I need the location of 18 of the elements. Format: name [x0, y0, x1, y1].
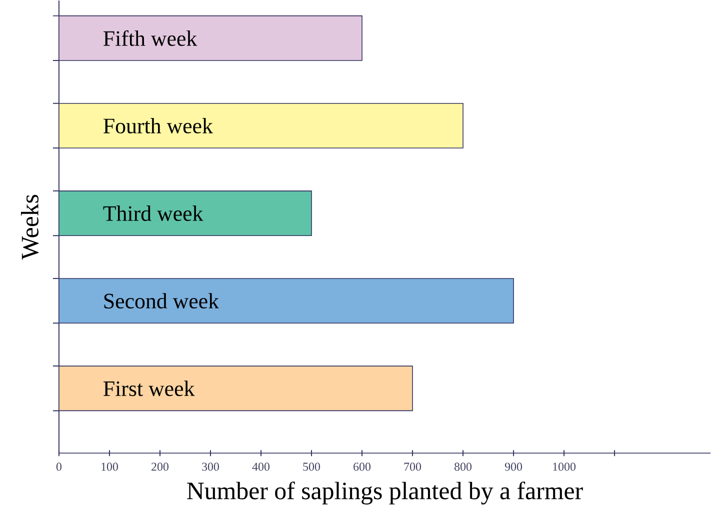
x-tick-label: 800 — [454, 462, 472, 471]
x-tick-label: 200 — [152, 462, 168, 471]
y-tick-label: Second week — [104, 293, 220, 308]
x-tick-label: 700 — [404, 462, 422, 471]
y-tick-label: Fourth week — [104, 118, 213, 134]
x-tick-label: 1000 — [553, 462, 576, 471]
x-tick-label: 900 — [504, 462, 522, 471]
x-tick-label: 600 — [354, 462, 371, 471]
x-tick-label: 300 — [202, 462, 219, 471]
y-tick-label: First week — [104, 380, 195, 396]
x-axis-title: Number of saplings planted by a farmer — [187, 482, 583, 504]
x-tick-label: 100 — [102, 462, 118, 471]
y-axis-title: Weeks — [20, 194, 39, 260]
x-tick-label: 500 — [303, 462, 320, 471]
y-tick-label: Fifth week — [104, 30, 198, 46]
y-tick-label: Third week — [103, 205, 204, 221]
x-tick-label: 0 — [56, 462, 62, 471]
x-tick-label: 400 — [252, 462, 270, 471]
